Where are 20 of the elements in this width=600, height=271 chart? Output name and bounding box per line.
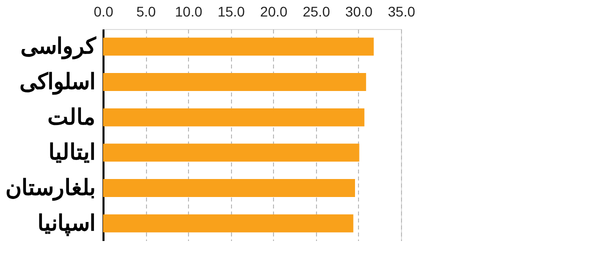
x-tick-label: 0.0 (94, 4, 114, 20)
y-tick-label: مالت (48, 104, 96, 130)
y-tick-label: ایتالیا (48, 140, 96, 166)
x-tick-label: 20.0 (260, 4, 288, 20)
y-tick-label: کرواسی (20, 34, 96, 60)
y-tick-label: اسپانیا (38, 210, 96, 238)
y-tick-label: اسلواکی (20, 69, 96, 95)
x-tick-label: 10.0 (175, 4, 202, 20)
bar (103, 73, 366, 91)
bar (103, 179, 356, 197)
bar (103, 38, 374, 56)
x-tick-label: 30.0 (345, 4, 373, 20)
bar (103, 214, 354, 232)
bar (103, 108, 364, 126)
x-tick-label: 15.0 (218, 4, 246, 20)
x-tick-label: 35.0 (388, 4, 416, 20)
x-tick-label: 25.0 (302, 4, 330, 20)
bar (103, 144, 360, 162)
y-tick-label: بلغارستان (6, 175, 96, 201)
x-tick-label: 5.0 (136, 4, 156, 20)
